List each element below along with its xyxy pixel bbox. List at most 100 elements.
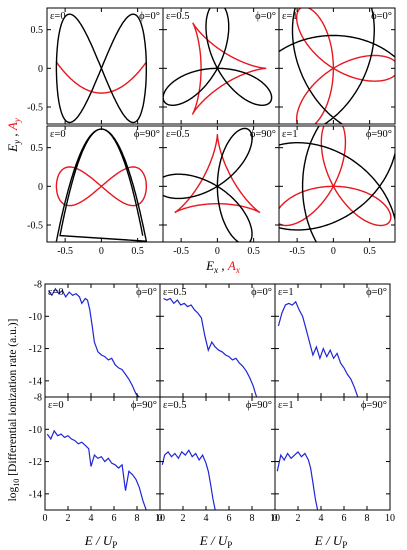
trajectory-panel-1: ε=0 ϕ=0° 0.5 0 -0.5 [27,7,164,125]
trajectory-y-label-sep: , [5,130,20,140]
spectra-x-label-3-sub: P [342,540,347,550]
spectrum-panel-frame-3 [274,283,391,398]
spectrum-eps-label-5: ε=0.5 [163,400,186,411]
spectrum-eps-label-3: ε=1 [278,287,294,298]
trajectory-eps-label-6: ε=1 [282,129,298,140]
vector-potential-curve-5 [174,134,261,214]
spectra-y-label-pre-sub: 10 [12,479,21,487]
trajectory-xtick-label-6-3: 0.5 [363,246,376,257]
spectrum-panel-curves-3 [277,300,359,397]
trajectory-panel-curves-5 [163,127,261,242]
trajectory-panel-curves-4 [55,128,147,242]
spectrum-phi-label-5: ϕ=90° [246,400,272,411]
spectrum-panel-3: ε=1 ϕ=0° [274,283,391,398]
spectra-y-axis-title: log10 [Differential ionization rate (a.u… [7,319,21,502]
electric-field-curve-2 [163,8,273,106]
trajectory-phi-label-5: ϕ=90° [250,129,276,140]
trajectory-xtick-label-6-2: 0 [331,246,336,257]
spectrum-panel-1: ε=0 ϕ=0° -8 -10 -12 -14 [29,280,161,398]
spectrum-panel-frame-5 [159,396,276,511]
trajectory-panel-curves-1 [55,13,147,124]
spectrum-xtick-label-5-2: 2 [181,513,186,524]
spectrum-panel-frame-1 [44,283,161,398]
spectrum-xtick-label-4-6: 10 [155,513,165,524]
spectrum-eps-label-4: ε=0 [48,400,64,411]
trajectory-panel-curves-3 [279,8,395,124]
trajectory-xtick-label-5-2: 0 [215,246,220,257]
spectrum-ytick-label-4-3: -12 [29,457,42,468]
spectrum-phi-label-3: ϕ=0° [366,287,387,298]
spectra-x-axis-title-3: E / UP [314,533,347,550]
spectrum-phi-label-1: ϕ=0° [136,287,157,298]
trajectory-panel-frame-6 [278,125,396,243]
trajectory-y-axis-title: Ey , Ay [5,118,22,153]
trajectory-xtick-label-5-1: -0.5 [173,246,189,257]
spectrum-curve-3 [277,300,359,397]
vector-potential-curve-2 [192,22,267,116]
spectrum-xtick-label-5-6: 10 [270,513,280,524]
trajectory-ytick-label-1-3: -0.5 [27,102,43,113]
trajectory-y-label-sub: y [12,140,22,145]
spectra-x-label-2-sub: P [227,540,232,550]
spectrum-curve-4 [46,429,147,510]
spectrum-curve-5 [161,449,216,510]
spectrum-xtick-label-4-4: 6 [112,513,117,524]
spectrum-xtick-label-6-4: 6 [342,513,347,524]
vector-potential-curve-3 [296,8,395,124]
trajectory-eps-label-2: ε=0.5 [166,11,189,22]
spectrum-panel-5: ε=0.5 ϕ=90° 0 2 4 6 8 10 [158,396,280,524]
spectrum-xtick-label-6-5: 8 [365,513,370,524]
trajectory-eps-label-5: ε=0.5 [166,129,189,140]
spectrum-panel-6: ε=1 ϕ=90° 0 2 4 6 8 10 [273,396,395,524]
electric-field-curve-1 [55,13,147,124]
spectrum-panel-curves-6 [276,450,319,510]
spectra-x-label-1-sub: P [112,540,117,550]
trajectory-panel-6: ε=1 ϕ=90° -0.5 0 0.5 [278,125,396,257]
spectrum-xtick-label-6-2: 2 [296,513,301,524]
spectrum-xtick-label-4-3: 4 [89,513,94,524]
spectrum-phi-label-4: ϕ=90° [131,400,157,411]
spectrum-phi-label-6: ϕ=90° [361,400,387,411]
spectrum-eps-label-2: ε=0.5 [163,287,186,298]
spectrum-ytick-label-1-4: -14 [29,376,42,387]
trajectory-panel-frame-2 [162,7,280,125]
spectrum-xtick-label-4-1: 0 [43,513,48,524]
spectrum-panel-curves-5 [161,449,216,510]
spectrum-eps-label-6: ε=1 [278,400,294,411]
spectra-x-axis-title-1: E / UP [84,533,117,550]
trajectory-panel-4: ε=0 ϕ=90° 0.5 0 -0.5 -0.5 0 0.5 [27,125,164,257]
spectrum-curve-1 [48,287,140,397]
trajectory-xtick-label-4-1: -0.5 [57,246,73,257]
trajectory-panel-frame-3 [278,7,396,125]
spectrum-panel-frame-4 [44,396,161,511]
spectrum-panel-4: ε=0 ϕ=90° -8 -10 -12 -14 0 2 4 6 8 10 [29,393,165,525]
ionization-spectra-chart: ε=0 ϕ=0° -8 -10 -12 -14 ε=0.5 ϕ=0° ε=1 ϕ=0° ε=0 ϕ=9… [29,280,395,525]
trajectory-phi-label-2: ϕ=0° [255,11,276,22]
trajectory-eps-label-4: ε=0 [50,129,66,140]
trajectory-phi-label-6: ϕ=90° [366,129,392,140]
spectrum-panel-curves-4 [46,429,147,510]
spectra-y-label-pre: log [7,486,19,501]
spectrum-panel-frame-6 [274,396,391,511]
spectrum-panel-curves-2 [163,297,258,397]
vector-potential-curve-6 [279,126,392,227]
spectrum-xtick-label-4-5: 8 [135,513,140,524]
spectrum-ytick-label-4-4: -14 [29,489,42,500]
spectra-x-label-3: E / U [314,533,344,548]
spectrum-xtick-label-5-4: 6 [227,513,232,524]
trajectory-x-axis-title: Ex , Ax [205,258,240,275]
spectrum-eps-label-1: ε=0 [48,287,64,298]
trajectory-phi-label-1: ϕ=0° [139,11,160,22]
trajectory-y-label-main: E [5,144,20,153]
trajectory-x-label-sub: x [213,265,218,275]
spectrum-curve-6 [276,450,319,510]
trajectory-panel-curves-2 [163,8,273,116]
trajectory-ytick-label-4-3: -0.5 [27,220,43,231]
spectra-x-label-2: E / U [199,533,229,548]
spectrum-curve-2 [163,297,258,397]
trajectory-panel-curves-6 [279,126,395,242]
electric-field-curve-5 [163,127,253,242]
spectrum-ytick-label-4-2: -10 [29,425,42,436]
trajectory-eps-label-3: ε=1 [282,11,298,22]
